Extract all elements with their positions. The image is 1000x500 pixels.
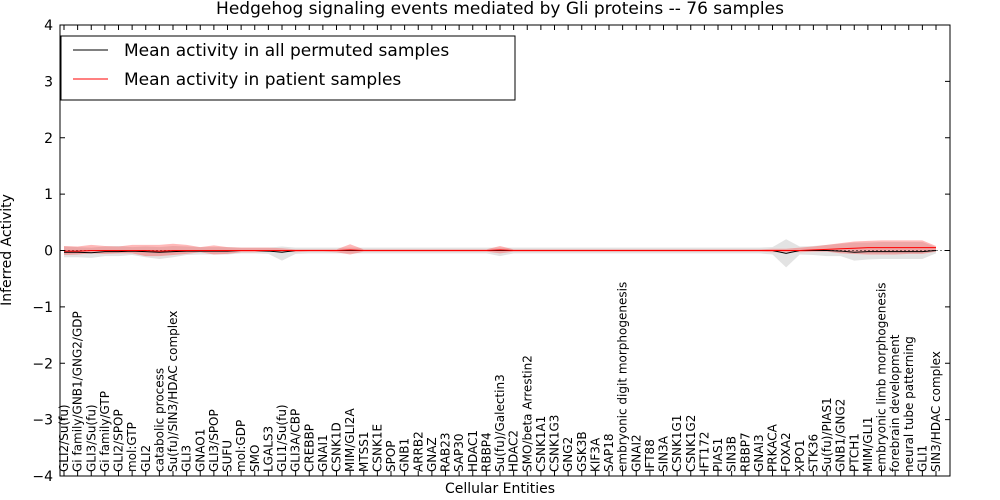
category-label: GNAI1 [316,434,330,472]
category-label: Gi family/GNB1/GNG2/GDP [71,311,85,472]
category-label: Su(fu)/Galectin3 [493,374,507,472]
band-permuted [64,239,936,268]
category-label: HDAC2 [507,430,521,472]
series-line-patient [64,247,936,252]
legend-label-permuted: Mean activity in all permuted samples [124,41,449,61]
category-label: GNAI2 [629,434,643,472]
category-label: catabolic process [152,368,166,472]
y-tick-label: 2 [44,131,53,147]
legend-box [60,35,516,101]
category-label: CSNK1D [330,422,344,472]
category-label: mol:GDP [234,420,248,472]
category-label: HDAC1 [466,430,480,472]
category-label: MIM/GLI1 [861,417,875,472]
y-tick-label: 4 [44,18,53,34]
category-label: SUFU [221,440,235,472]
category-label: LGALS3 [261,426,275,472]
category-label: IFT172 [697,432,711,472]
legend: Mean activity in all permuted samples Me… [60,35,516,101]
category-label: GLI2/SPOP [112,409,126,472]
category-label: neural tube patterning [902,336,916,472]
category-label: CSNK1A1 [534,416,548,472]
category-label: Su(fu)/SIN3/HDAC complex [166,311,180,472]
series-line-permuted [64,250,937,254]
category-label: GLI2 [139,445,153,472]
category-label: PRKACA [766,423,780,472]
category-label: FOXA2 [779,432,793,472]
confidence-bands [64,239,936,268]
category-label: SIN3B [725,436,739,472]
category-label: GLI1/Su(fu) [275,404,289,472]
category-label: RBBP4 [479,432,493,472]
y-axis-ticks: −4 −3 −2 −1 0 1 2 3 4 [32,18,950,485]
legend-label-patient: Mean activity in patient samples [124,70,401,90]
series-lines [60,247,950,254]
category-label: GLI2/Su(fu) [57,404,71,472]
category-label: GNG2 [561,437,575,472]
y-tick-label: 0 [44,244,53,260]
category-label: MTSS1 [357,431,371,472]
category-label: GSK3B [575,431,589,472]
category-label: GNAI3 [752,434,766,472]
category-label: XPO1 [793,439,807,472]
category-label: CREBBP [302,424,316,472]
y-tick-label: −3 [32,413,53,429]
category-label: GNAZ [425,437,439,472]
category-label: SMO [248,445,262,472]
category-label: GLI3 [180,445,194,472]
category-label: STK36 [806,434,820,472]
category-label: Gi family/GTP [98,391,112,472]
category-label: mol:GTP [125,422,139,472]
category-label: ARRB2 [411,431,425,472]
y-axis-label: Inferred Activity [0,194,15,306]
category-label: embryonic limb morphogenesis [875,282,889,472]
category-label: RAB23 [439,432,453,472]
y-tick-label: −2 [32,356,53,372]
y-tick-label: −1 [32,300,53,316]
band-patient [64,240,936,257]
y-tick-label: −4 [32,469,53,485]
category-label: CSNK1G3 [548,415,562,472]
category-label: CSNK1G2 [684,415,698,472]
category-label: IFT88 [643,439,657,472]
category-label: SPOP [384,440,398,472]
category-labels: GLI2/Su(fu) Gi family/GNB1/GNG2/GDP GLI3/S… [57,282,943,472]
category-label: RBBP7 [738,432,752,472]
category-label: CSNK1G1 [670,415,684,472]
category-label: GLI3A/CBP [289,409,303,472]
category-label: GLI3/SPOP [207,409,221,472]
y-tick-label: 3 [44,74,53,90]
category-label: GNB1/GNG2 [834,399,848,472]
category-label: SIN3A [657,435,671,472]
category-label: GLI3/Su(fu) [84,404,98,472]
x-axis-ticks [63,25,937,476]
category-label: SMO/beta Arrestin2 [520,355,534,472]
category-label: PTCH1 [847,433,861,472]
category-label: GLI1 [915,445,929,472]
category-label: KIF3A [588,437,602,472]
y-tick-label: 1 [44,187,53,203]
category-label: forebrain development [888,334,902,472]
category-label: SIN3/HDAC complex [929,351,943,472]
category-label: embryonic digit morphogenesis [616,282,630,472]
category-label: PIAS1 [711,438,725,472]
category-label: SAP18 [602,433,616,472]
chart-title: Hedgehog signaling events mediated by Gl… [216,0,784,19]
category-label: Su(fu)/PIAS1 [820,397,834,472]
category-label: SAP30 [452,433,466,472]
category-label: MIM/GLI2A [343,408,357,472]
category-label: GNB1 [398,438,412,472]
x-axis-label: Cellular Entities [445,481,555,497]
category-label: CSNK1E [370,424,384,472]
category-label: GNAO1 [193,429,207,472]
